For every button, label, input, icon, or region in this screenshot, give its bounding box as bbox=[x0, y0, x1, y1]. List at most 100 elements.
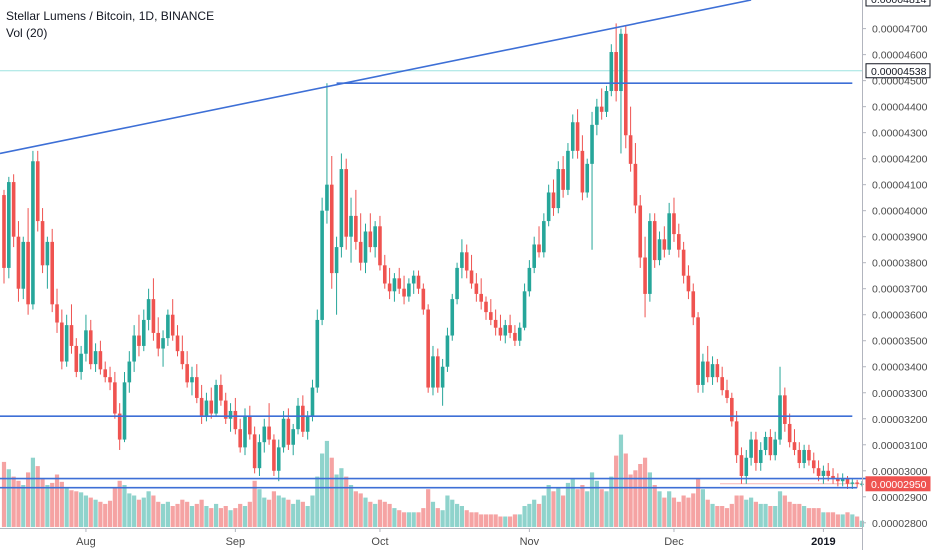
candle-body bbox=[672, 213, 676, 235]
volume-bar bbox=[551, 491, 556, 527]
candle-body bbox=[185, 364, 189, 383]
candle bbox=[816, 460, 821, 482]
volume-bar bbox=[483, 514, 489, 527]
candle bbox=[262, 418, 267, 453]
candle bbox=[103, 361, 108, 383]
volume-bar bbox=[826, 512, 831, 527]
candle bbox=[185, 351, 189, 388]
candle bbox=[860, 481, 864, 487]
candle bbox=[64, 314, 69, 367]
candle bbox=[681, 241, 686, 284]
volume-bar bbox=[252, 480, 257, 527]
candle bbox=[190, 366, 194, 396]
candle-body bbox=[214, 384, 218, 414]
volume-bar bbox=[430, 501, 436, 527]
candle bbox=[701, 353, 705, 393]
candle-body bbox=[493, 319, 498, 328]
candle bbox=[228, 403, 233, 432]
volume-bar bbox=[859, 520, 865, 527]
candle bbox=[667, 202, 671, 255]
volume-bar bbox=[185, 501, 190, 527]
candle bbox=[397, 267, 402, 294]
candle-body bbox=[16, 236, 21, 289]
volume-bar bbox=[344, 476, 349, 527]
candle-body bbox=[440, 366, 445, 388]
volume-bar bbox=[734, 495, 739, 527]
candle bbox=[117, 403, 122, 450]
candle bbox=[517, 322, 522, 346]
candle bbox=[662, 226, 667, 258]
candle bbox=[556, 161, 561, 214]
candle bbox=[807, 444, 811, 466]
candle-body bbox=[267, 426, 271, 440]
candle bbox=[329, 156, 334, 289]
candle-body bbox=[734, 421, 739, 456]
candle bbox=[643, 236, 647, 318]
candle-body bbox=[69, 325, 74, 346]
candle bbox=[199, 384, 204, 424]
candle-body bbox=[807, 449, 811, 461]
candle-body bbox=[604, 91, 609, 112]
time-axis: AugSepOctNovDec2019Feb bbox=[0, 528, 862, 548]
candle bbox=[11, 174, 16, 248]
candle bbox=[749, 431, 753, 466]
candle-body bbox=[652, 221, 657, 261]
candle-body bbox=[619, 33, 623, 92]
candle bbox=[334, 236, 339, 315]
candle-body bbox=[431, 356, 435, 388]
candle bbox=[831, 468, 835, 484]
candle-body bbox=[329, 184, 334, 274]
candle-body bbox=[11, 182, 16, 237]
price-tick-label: 0.00004000 bbox=[872, 206, 928, 218]
volume-bar bbox=[218, 508, 223, 527]
volume-bar bbox=[160, 503, 166, 527]
candle-body bbox=[715, 364, 720, 378]
price-tick-label: 0.00003800 bbox=[872, 258, 928, 270]
volume-bar bbox=[797, 503, 802, 527]
candle-body bbox=[623, 33, 628, 136]
candle-body bbox=[387, 283, 392, 292]
volume-bar bbox=[353, 491, 358, 527]
volume-bar bbox=[199, 499, 204, 527]
candle-body bbox=[209, 400, 214, 414]
volume-bar bbox=[213, 503, 219, 527]
candle-body bbox=[344, 169, 349, 237]
volume-bar bbox=[35, 466, 40, 527]
candle-body bbox=[40, 221, 45, 266]
candle bbox=[445, 327, 450, 372]
candle-body bbox=[175, 335, 180, 352]
candle bbox=[479, 278, 483, 310]
candle-body bbox=[45, 241, 50, 266]
time-tick-label: Aug bbox=[76, 536, 96, 548]
candle bbox=[773, 431, 777, 461]
trendline-rising-resistance bbox=[0, 0, 752, 155]
candle-body bbox=[407, 283, 411, 297]
volume-bar bbox=[204, 506, 209, 527]
volume-bar bbox=[855, 516, 860, 527]
volume-bar bbox=[175, 503, 180, 527]
volume-bar bbox=[469, 512, 474, 527]
volume-bar bbox=[667, 491, 672, 527]
candle-body bbox=[749, 439, 753, 458]
candle bbox=[513, 325, 517, 346]
volume-bar bbox=[233, 508, 238, 527]
price-tick-label: 0.00003400 bbox=[872, 362, 928, 374]
price-tick-label: 0.00003900 bbox=[872, 232, 928, 244]
candle-body bbox=[382, 265, 387, 284]
candle bbox=[281, 410, 286, 453]
volume-bar bbox=[103, 503, 108, 527]
candle bbox=[633, 143, 638, 214]
price-tick-label: 0.00003500 bbox=[872, 336, 928, 348]
candle-body bbox=[281, 418, 286, 448]
candle-body bbox=[368, 231, 373, 248]
candle bbox=[127, 351, 132, 393]
candle-body bbox=[744, 457, 749, 476]
volume-bar bbox=[363, 497, 368, 527]
volume-bar bbox=[464, 510, 469, 527]
candle-body bbox=[132, 335, 136, 362]
candle bbox=[436, 348, 440, 393]
candle-body bbox=[508, 325, 512, 333]
candle-body bbox=[522, 291, 527, 328]
volume-bar bbox=[170, 506, 175, 527]
candle bbox=[55, 288, 59, 333]
